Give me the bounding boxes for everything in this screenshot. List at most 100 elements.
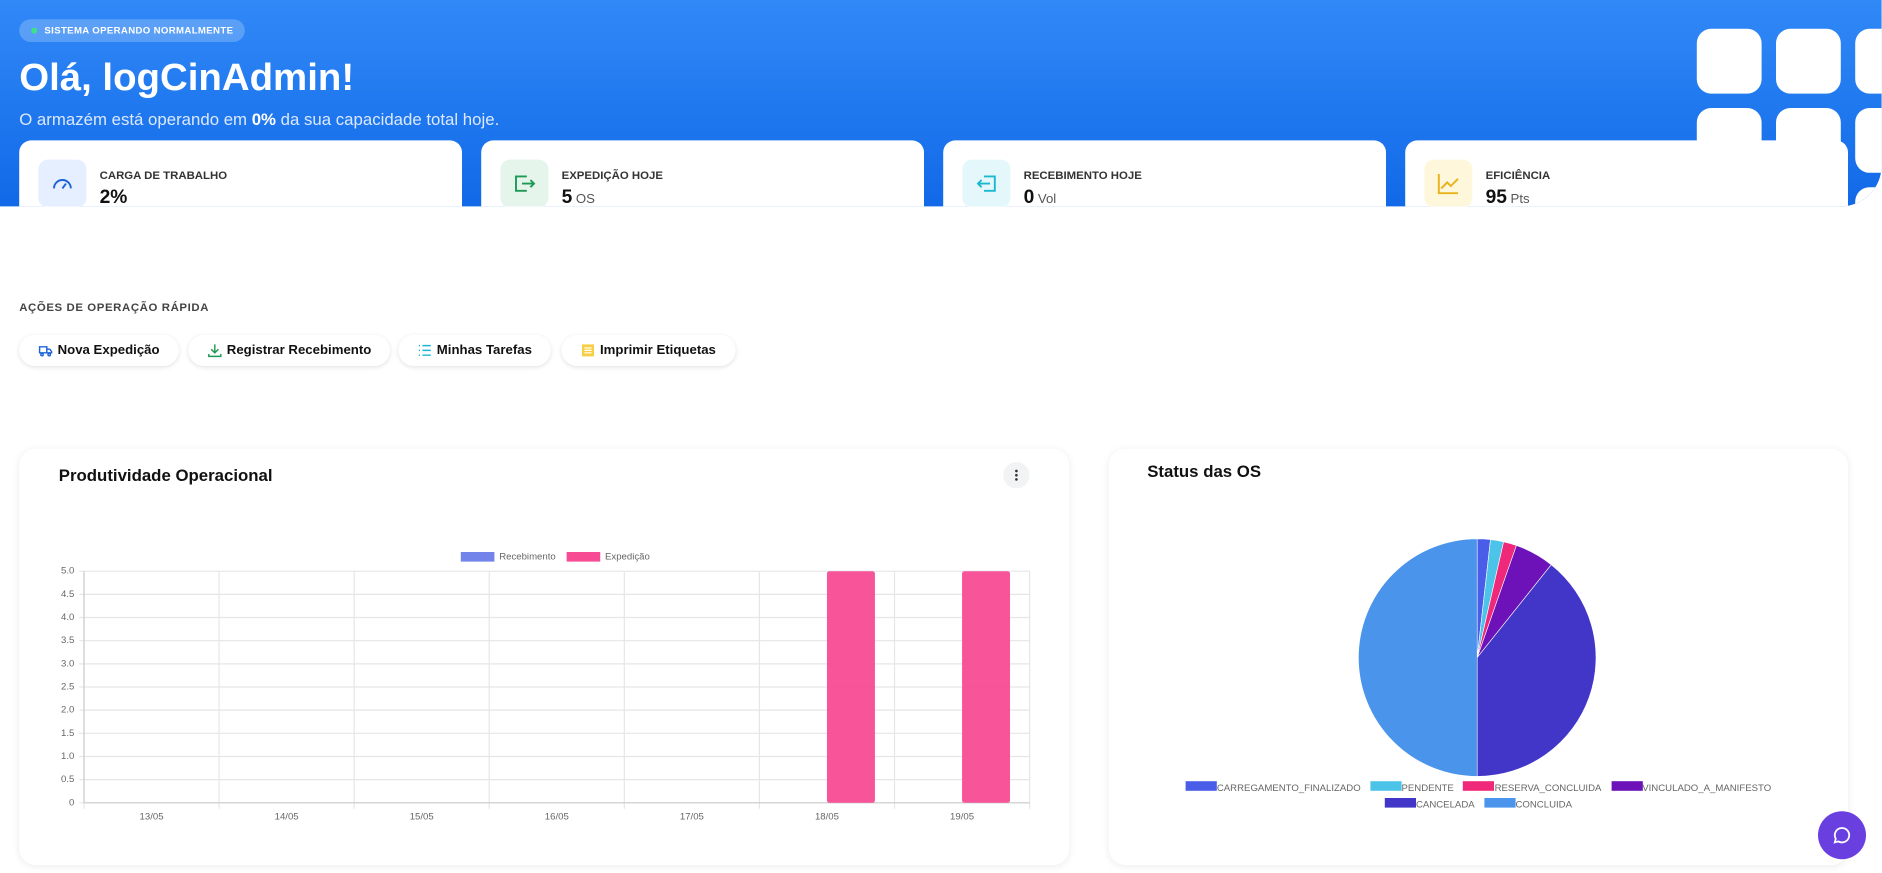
- y-tick-label: 3.5: [61, 635, 74, 646]
- legend-label: Recebimento: [499, 551, 556, 562]
- capacity-text: O armazém está operando em 0% da sua cap…: [19, 109, 499, 128]
- action-button[interactable]: Nova Expedição: [19, 334, 179, 366]
- legend-label: VINCULADO_A_MANIFESTO: [1642, 782, 1772, 794]
- icon: [38, 159, 87, 207]
- kpi-value: 5 OS: [562, 187, 595, 206]
- y-tick-label: 0: [69, 797, 74, 808]
- kpi-card: RECEBIMENTO HOJE 0 Vol: [943, 140, 1386, 207]
- value: 5: [561, 187, 573, 207]
- x-tick-label: 18/05: [815, 812, 839, 823]
- decoration: [1855, 187, 1882, 207]
- kpi-value: 2%: [100, 187, 128, 206]
- button-label: Nova Expedição: [57, 343, 160, 358]
- kpi-card: CARGA DE TRABALHO 2%: [19, 140, 463, 207]
- greeting: Olá, logCinAdmin!: [19, 55, 355, 99]
- kpi-label: EXPEDIÇÃO HOJE: [561, 169, 663, 183]
- legend-swatch: [460, 552, 495, 562]
- capacity-value: 0%: [251, 109, 276, 129]
- legend-swatch: [1611, 781, 1643, 791]
- menu-dot: [1015, 473, 1018, 477]
- action-button[interactable]: Imprimir Etiquetas: [561, 334, 736, 366]
- y-tick-label: 0.5: [61, 774, 74, 785]
- x-tick-label: 13/05: [140, 812, 164, 823]
- legend-swatch: [566, 552, 601, 562]
- x-tick-label: 15/05: [410, 812, 434, 823]
- legend-swatch: [1463, 781, 1495, 791]
- button-label: Minhas Tarefas: [436, 343, 532, 358]
- legend-label: CONCLUIDA: [1515, 799, 1573, 811]
- kpi-label: CARGA DE TRABALHO: [99, 169, 228, 183]
- legend-item: CANCELADA: [1384, 798, 1475, 811]
- y-tick-label: 4.5: [61, 589, 74, 600]
- kpi-value: 0 Vol: [1024, 187, 1057, 206]
- text: O armazém está operando em: [19, 109, 252, 129]
- decoration: [1855, 108, 1882, 173]
- kpi-label: RECEBIMENTO HOJE: [1023, 169, 1142, 183]
- pie-slice: [1476, 564, 1597, 777]
- section-title: AÇÕES DE OPERAÇÃO RÁPIDA: [19, 301, 210, 315]
- pie-slice: [1358, 538, 1478, 777]
- y-tick-label: 3.0: [61, 658, 74, 669]
- legend-item: PENDENTE: [1370, 781, 1454, 794]
- kpi-card: EXPEDIÇÃO HOJE 5 OS: [481, 140, 925, 207]
- x-tick-label: 16/05: [545, 812, 569, 823]
- legend-item: CONCLUIDA: [1484, 798, 1572, 810]
- button-label: Registrar Recebimento: [226, 343, 372, 358]
- value: 2%: [99, 187, 128, 207]
- unit: Pts: [1510, 192, 1530, 207]
- legend-label: PENDENTE: [1401, 782, 1454, 794]
- unit: Vol: [1037, 192, 1057, 207]
- x-tick-label: 17/05: [680, 812, 704, 823]
- bar: [826, 571, 875, 803]
- legend-swatch: [1185, 781, 1217, 791]
- x-tick-label: 19/05: [950, 812, 974, 823]
- chart-card: Status das OS CARREGAMENTO_FINALIZADO PEN…: [1108, 448, 1849, 866]
- legend-item: CARREGAMENTO_FINALIZADO: [1185, 781, 1361, 794]
- legend-label: RESERVA_CONCLUIDA: [1494, 782, 1602, 794]
- y-tick-label: 2.0: [61, 705, 74, 716]
- decoration: [1696, 28, 1762, 94]
- legend: CARREGAMENTO_FINALIZADO PENDENTE RESERVA_C…: [1157, 781, 1800, 810]
- unit: OS: [575, 192, 595, 207]
- legend-swatch: [1484, 798, 1516, 808]
- value: 95: [1485, 187, 1507, 207]
- value: 0: [1023, 187, 1035, 207]
- y-tick-label: 1.5: [61, 728, 74, 739]
- status-badge: SISTEMA OPERANDO NORMALMENTE: [19, 19, 246, 42]
- chart-card: Produtividade Operacional 0 0.5 1.0 1.5 2.0 2…: [19, 448, 1070, 866]
- chart-title: Status das OS: [1147, 462, 1261, 481]
- icon: [500, 159, 549, 207]
- y-tick-label: 2.5: [61, 682, 74, 693]
- legend-label: CANCELADA: [1415, 799, 1475, 811]
- legend-label: Expedição: [605, 551, 650, 562]
- legend-swatch: [1384, 798, 1416, 808]
- x-tick-label: 14/05: [275, 812, 299, 823]
- chart: Produtividade Operacional 0 0.5 1.0 1.5 2.0 2…: [59, 462, 1031, 823]
- bar: [962, 571, 1011, 803]
- menu-dot: [1015, 478, 1018, 481]
- legend-label: CARREGAMENTO_FINALIZADO: [1216, 782, 1361, 794]
- y-tick-label: 5.0: [61, 566, 74, 577]
- kpi-card: EFICIÊNCIA 95 Pts: [1405, 140, 1849, 207]
- legend-item: RESERVA_CONCLUIDA: [1463, 781, 1601, 793]
- text: da sua capacidade total hoje.: [276, 109, 500, 129]
- icon: [1424, 159, 1473, 207]
- chart-title: Produtividade Operacional: [59, 466, 273, 485]
- y-tick-label: 1.0: [61, 751, 74, 762]
- action-button[interactable]: Minhas Tarefas: [398, 334, 552, 366]
- action-button[interactable]: Registrar Recebimento: [188, 334, 391, 366]
- kpi-value: 95 Pts: [1486, 187, 1530, 206]
- decoration: [1855, 28, 1882, 94]
- legend-item: VINCULADO_A_MANIFESTO: [1611, 781, 1771, 793]
- kpi-label: EFICIÊNCIA: [1485, 169, 1551, 183]
- hero-banner: SISTEMA OPERANDO NORMALMENTE Olá, logCin…: [0, 0, 1882, 207]
- legend-swatch: [1370, 781, 1402, 791]
- chat-button[interactable]: [1818, 811, 1867, 860]
- decoration: [1776, 28, 1841, 94]
- y-tick-label: 4.0: [61, 612, 74, 623]
- icon: [962, 159, 1011, 207]
- menu-dot: [1015, 469, 1018, 473]
